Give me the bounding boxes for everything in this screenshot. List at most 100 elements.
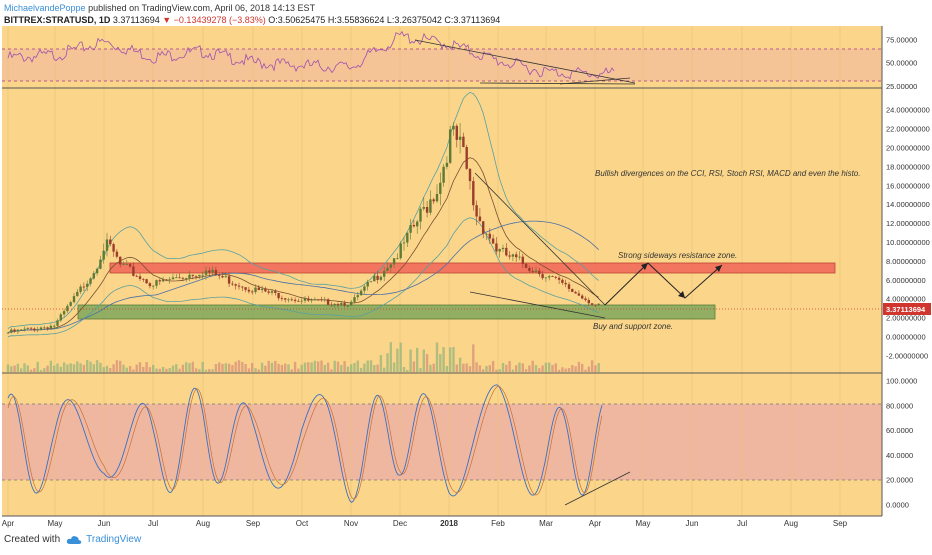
price-tick-label: 8.00000000 — [886, 257, 926, 266]
volume-bar — [264, 365, 267, 372]
volume-bar — [280, 364, 284, 372]
volume-bar — [571, 364, 574, 372]
candle-body — [376, 275, 379, 280]
candle-body — [518, 256, 521, 258]
chart-header: MichaelvandePoppe published on TradingVi… — [4, 3, 315, 13]
annotation-support: Buy and support zone. — [593, 322, 673, 331]
time-tick-label: Jul — [737, 519, 747, 528]
time-tick-label: Apr — [589, 519, 602, 528]
volume-bar — [402, 367, 406, 372]
time-tick-label: Jun — [98, 519, 111, 528]
candle-body — [175, 277, 178, 279]
projected-path[interactable] — [604, 262, 723, 306]
volume-bar — [346, 366, 350, 372]
resistance-zone[interactable] — [109, 262, 836, 274]
support-zone[interactable] — [77, 304, 716, 320]
volume-bar — [254, 368, 257, 372]
volume-bar — [132, 369, 135, 372]
price-downtrend-line[interactable] — [474, 172, 606, 306]
candle-body — [59, 314, 62, 321]
candle-body — [323, 299, 326, 301]
volume-bar — [175, 364, 178, 372]
price-tag — [883, 303, 931, 315]
volume-bar — [465, 363, 468, 372]
volume-bar — [53, 365, 56, 372]
candle-body — [416, 221, 419, 227]
candle-body — [356, 295, 359, 298]
price-lower-trendline[interactable] — [469, 291, 606, 319]
candle-body — [392, 258, 396, 265]
volume-bar — [449, 347, 452, 372]
volume-bar — [89, 361, 92, 372]
volume-bar — [419, 368, 422, 372]
candle-body — [330, 304, 333, 306]
stoch-k-line — [7, 384, 603, 503]
rsi-divergence-line[interactable] — [559, 77, 631, 85]
candle-body — [406, 232, 409, 243]
arrow-head-2 — [678, 291, 685, 298]
candle-body — [439, 182, 442, 194]
volume-bar — [145, 362, 148, 372]
volume-bar — [257, 369, 260, 372]
candle-body — [92, 273, 95, 279]
candle-body — [590, 303, 594, 305]
stoch-tick-label: 20.0000 — [886, 476, 913, 485]
volume-bar — [333, 360, 336, 372]
volume-bar — [218, 362, 221, 372]
volume-bar — [86, 360, 89, 372]
rsi-band — [2, 49, 882, 81]
time-tick-label: Aug — [196, 519, 210, 528]
candle-body — [515, 254, 518, 258]
candle-body — [505, 247, 508, 256]
candle-body — [227, 276, 231, 284]
stoch-tick-label: 80.0000 — [886, 401, 913, 410]
volume-bar — [485, 366, 488, 372]
stoch-divergence-line[interactable] — [564, 471, 631, 506]
author-link[interactable]: MichaelvandePoppe — [4, 3, 86, 13]
candle-body — [105, 239, 109, 251]
candle-body — [419, 208, 422, 222]
volume-bar — [323, 364, 326, 372]
candle-body — [409, 224, 412, 233]
volume-bar — [112, 364, 115, 372]
volume-bar — [300, 364, 303, 372]
volume-bar — [198, 369, 201, 372]
volume-bar — [72, 364, 76, 372]
candle-body — [462, 136, 465, 147]
volume-bar — [224, 363, 227, 372]
volume-bar — [234, 361, 237, 372]
volume-bar — [69, 363, 72, 372]
candle-body — [122, 264, 125, 266]
volume-bar — [221, 363, 224, 372]
candle-body — [128, 264, 132, 267]
volume-bar — [399, 342, 402, 372]
rsi-trendline[interactable] — [414, 39, 636, 84]
candle-body — [581, 295, 584, 299]
stoch-tick-label: 40.0000 — [886, 451, 913, 460]
volume-bar — [455, 364, 458, 372]
volume-bar — [376, 364, 379, 372]
candle-body — [95, 268, 99, 274]
rsi-support-line[interactable] — [479, 82, 636, 85]
candle-body — [13, 329, 16, 332]
volume-bar — [429, 364, 432, 372]
volume-bar — [231, 365, 234, 372]
volume-bar — [237, 360, 241, 372]
candle-body — [432, 199, 435, 202]
volume-bar — [383, 367, 386, 372]
volume-bar — [422, 349, 425, 372]
time-tick-label: Dec — [393, 519, 407, 528]
candle-body — [383, 270, 386, 277]
candle-body — [277, 292, 280, 299]
tradingview-link[interactable]: TradingView — [66, 534, 141, 545]
candle-body — [544, 277, 548, 279]
candle-body — [56, 320, 59, 326]
volume-bar — [482, 369, 485, 372]
candle-body — [218, 275, 221, 277]
volume-bar — [468, 366, 472, 372]
volume-bar — [541, 365, 544, 372]
volume-bar — [79, 363, 82, 372]
volume-bar — [125, 367, 128, 372]
